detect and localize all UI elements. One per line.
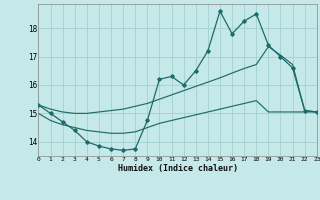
- X-axis label: Humidex (Indice chaleur): Humidex (Indice chaleur): [118, 164, 238, 173]
